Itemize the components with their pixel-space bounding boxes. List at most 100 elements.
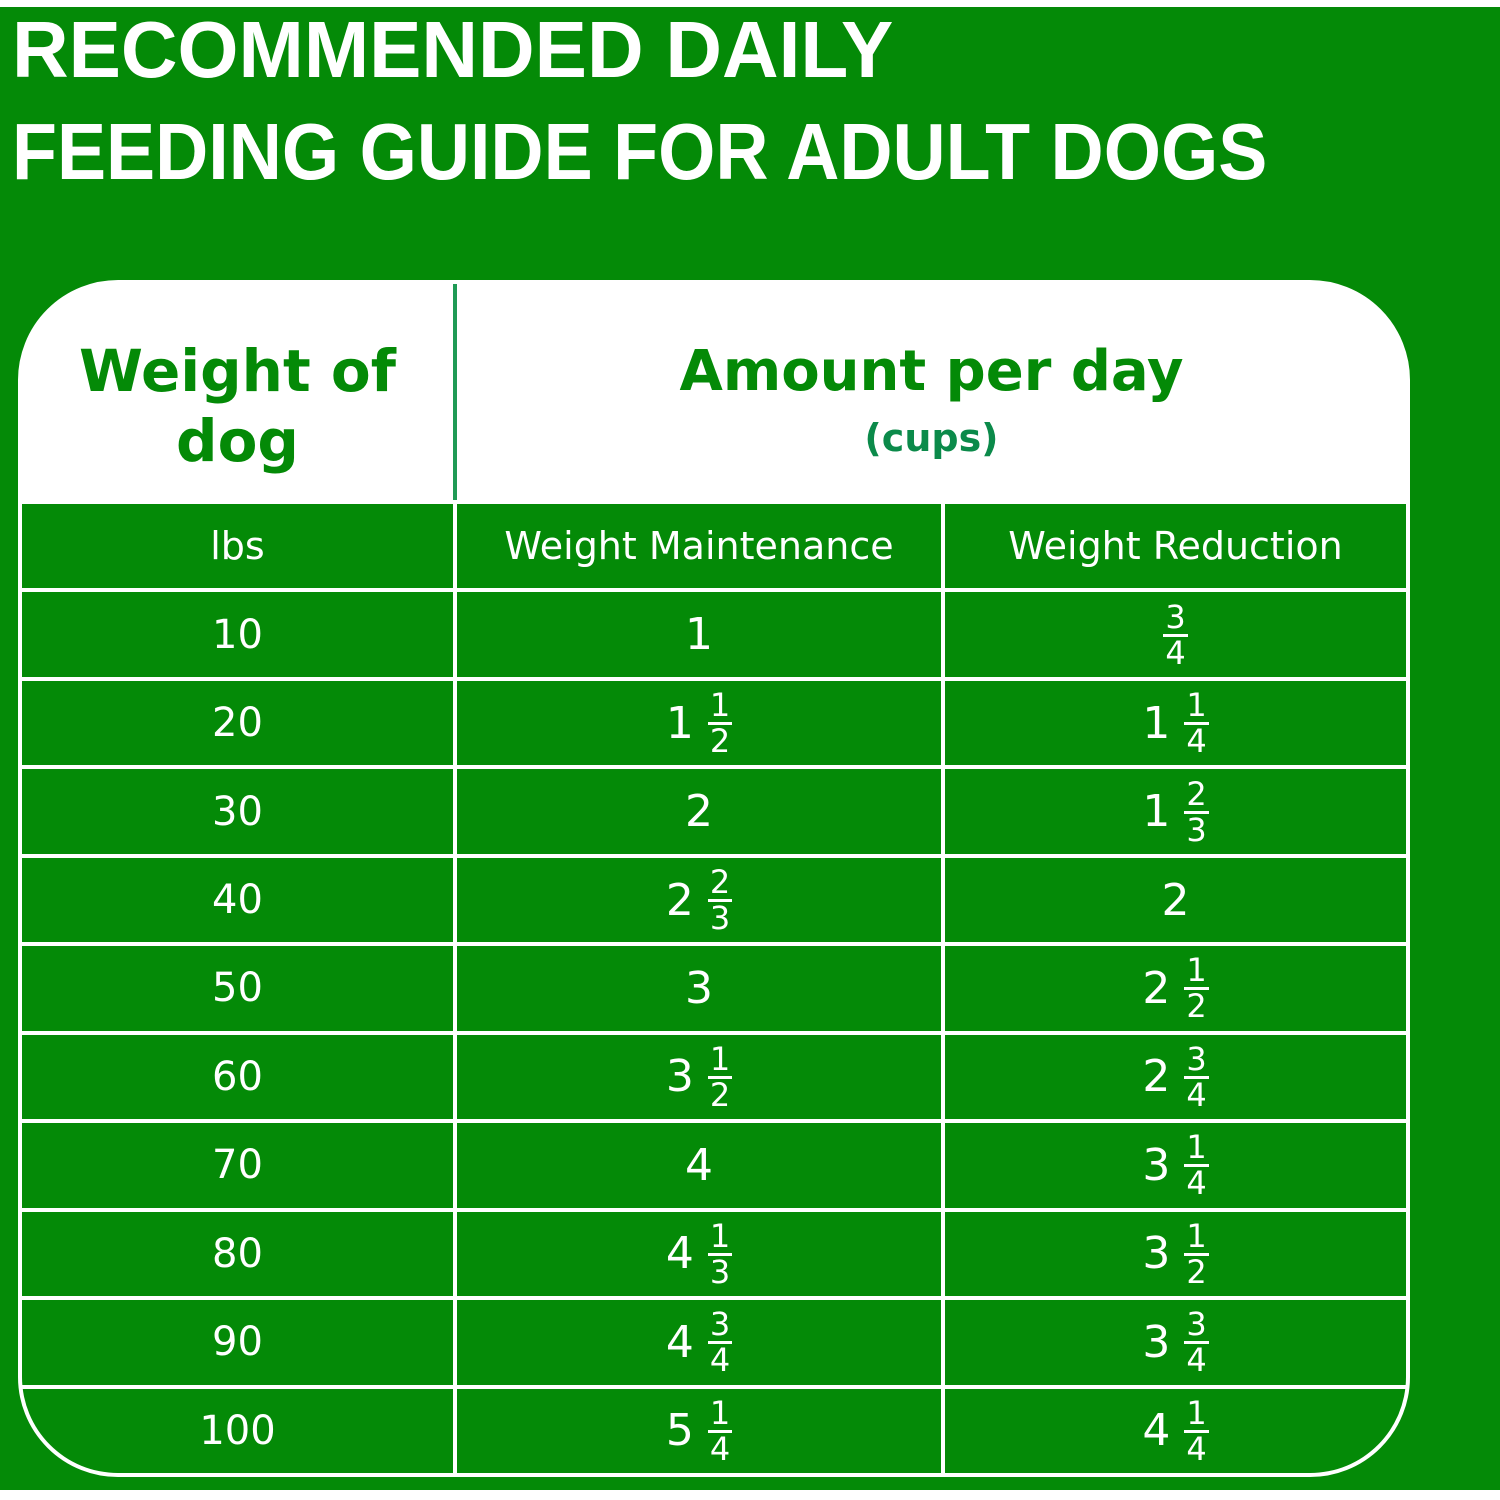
cell-lbs: 70: [22, 1123, 453, 1208]
cell-reduction: 2: [945, 857, 1406, 943]
cell-maintenance: 4: [457, 1123, 941, 1208]
numerator: 1: [707, 686, 733, 726]
table-body: lbs Weight Maintenance Weight Reduction …: [22, 500, 1406, 1473]
whole-number: 1: [685, 609, 713, 661]
denominator: 2: [709, 722, 731, 761]
whole-number: 2: [665, 874, 694, 926]
numerator: 2: [707, 863, 733, 903]
weight-header-line-1: Weight of: [79, 337, 396, 405]
whole-number: 2: [1142, 962, 1171, 1014]
denominator: 4: [1186, 1075, 1207, 1114]
cell-lbs: 50: [22, 946, 453, 1031]
numerator: 2: [1184, 774, 1209, 814]
whole-number: 1: [1142, 697, 1171, 749]
whole-number: 3: [1142, 1316, 1171, 1368]
column-header-reduction: Weight Reduction: [945, 504, 1406, 589]
denominator: 2: [1186, 1252, 1207, 1291]
denominator: 2: [1186, 987, 1207, 1026]
cell-lbs: 30: [22, 769, 453, 854]
feeding-table: Weight of dog Amount per day (cups) lbs …: [18, 280, 1410, 1477]
whole-number: 2: [1142, 1051, 1171, 1103]
weight-of-dog-header: Weight of dog: [22, 336, 453, 476]
column-header-lbs: lbs: [22, 504, 453, 589]
whole-number: 4: [665, 1228, 694, 1280]
whole-number: 2: [1161, 874, 1190, 926]
header-divider: [453, 284, 457, 500]
unit-label: (cups): [864, 416, 999, 460]
denominator: 4: [1186, 1164, 1207, 1203]
numerator: 1: [1184, 1216, 1209, 1256]
cell-lbs: 90: [22, 1300, 453, 1385]
numerator: 1: [1184, 951, 1209, 991]
cell-maintenance: 3: [457, 946, 941, 1031]
whole-number: 1: [665, 697, 694, 749]
whole-number: 3: [665, 1051, 694, 1103]
denominator: 3: [709, 899, 731, 938]
bottom-border: [0, 1490, 1500, 1500]
numerator: 3: [707, 1305, 733, 1345]
denominator: 4: [1186, 1341, 1207, 1380]
denominator: 4: [1165, 633, 1186, 672]
whole-number: 5: [665, 1405, 694, 1457]
title-line-2: FEEDING GUIDE FOR ADULT DOGS: [12, 107, 1268, 196]
numerator: 1: [1184, 1128, 1209, 1168]
denominator: 4: [709, 1429, 731, 1468]
numerator: 3: [1184, 1305, 1209, 1345]
column-header-maintenance: Weight Maintenance: [457, 504, 941, 589]
numerator: 1: [1184, 686, 1209, 726]
numerator: 3: [1184, 1039, 1209, 1079]
numerator: 1: [707, 1393, 733, 1433]
weight-header-line-2: dog: [176, 407, 299, 475]
table-header: Weight of dog Amount per day (cups): [22, 284, 1406, 500]
numerator: 3: [1163, 597, 1188, 637]
title-line-1: RECOMMENDED DAILY: [12, 5, 894, 94]
whole-number: 3: [685, 962, 713, 1014]
whole-number: 3: [1142, 1228, 1171, 1280]
top-border: [0, 0, 1500, 7]
whole-number: 4: [665, 1316, 694, 1368]
denominator: 4: [1186, 1429, 1207, 1468]
cell-maintenance: 1: [457, 592, 941, 677]
cell-lbs: 80: [22, 1211, 453, 1297]
cell-lbs: 60: [22, 1034, 453, 1120]
cell-maintenance: 2: [457, 769, 941, 854]
denominator: 4: [1186, 722, 1207, 761]
numerator: 1: [1184, 1393, 1209, 1433]
whole-number: 4: [1142, 1405, 1171, 1457]
whole-number: 3: [1142, 1139, 1171, 1191]
whole-number: 4: [685, 1139, 713, 1191]
cell-lbs: 100: [22, 1388, 453, 1473]
amount-per-day-header: Amount per day: [679, 339, 1184, 404]
numerator: 1: [707, 1216, 733, 1256]
